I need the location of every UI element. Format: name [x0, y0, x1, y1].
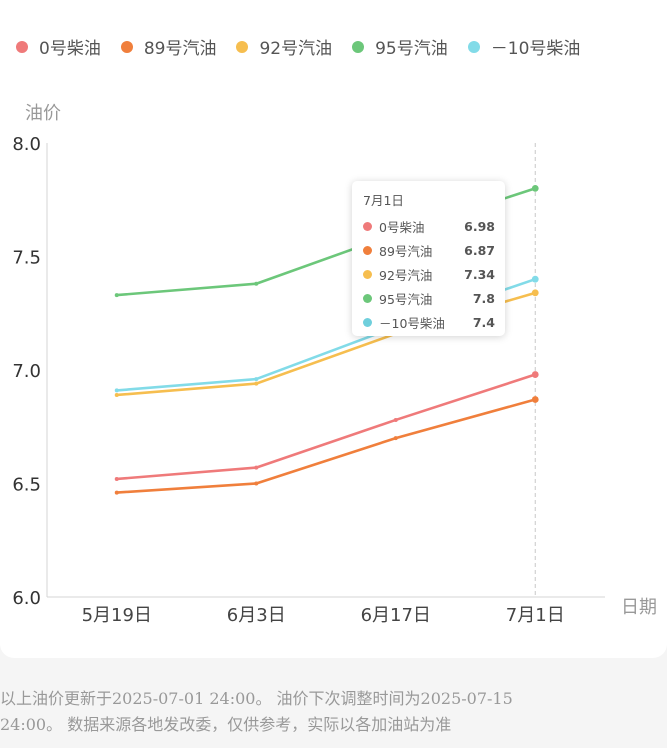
footnote: 以上油价更新于2025-07-01 24:00。 油价下次调整时间为2025-0… [0, 689, 513, 734]
tooltip-series-name: 95号汽油 [379, 291, 433, 307]
data-point [254, 281, 259, 286]
y-tick-label: 6.0 [12, 588, 41, 609]
tooltip-series-name: 0号柴油 [379, 219, 425, 235]
tooltip-dot-icon [363, 293, 372, 303]
legend-item[interactable]: 95号汽油 [352, 34, 448, 59]
data-point [114, 388, 119, 393]
tooltip-series-name: －10号柴油 [379, 315, 445, 331]
tooltip: 7月1日 0号柴油 6.98 89号汽油 6.87 92号汽油 7.34 95号汽油 7.8 －… [352, 181, 505, 336]
x-tick-label: 6月3日 [227, 605, 286, 626]
legend-dot-icon [352, 40, 365, 53]
tooltip-value: 7.34 [464, 266, 495, 282]
data-point [114, 392, 119, 397]
legend-item[interactable]: 92号汽油 [236, 34, 332, 59]
legend-dot-icon [120, 40, 133, 53]
series-line [115, 398, 537, 494]
y-tick-label: 7.5 [12, 248, 41, 269]
tooltip-value: 7.4 [472, 314, 495, 330]
series-line [115, 373, 537, 481]
legend-dot-icon [467, 40, 480, 53]
legend-item[interactable]: 89号汽油 [120, 34, 217, 59]
y-tick-label: 7.0 [12, 361, 41, 382]
tooltip-row: 92号汽油 7.34 [363, 262, 495, 286]
data-point [531, 396, 539, 403]
tooltip-row: 95号汽油 7.8 [363, 286, 495, 310]
legend-label: 0号柴油 [39, 39, 101, 59]
data-point [531, 371, 539, 378]
data-point [254, 481, 259, 486]
data-point [254, 377, 259, 382]
data-point [531, 289, 539, 297]
chart-card: 0号柴油 89号汽油 92号汽油 95号汽油 －10号柴油 6.0 6.5 7.0 7.5 8.… [12, 34, 657, 626]
tooltip-value: 6.98 [464, 218, 495, 234]
x-axis-label: 日期 [621, 597, 657, 618]
tooltip-title: 7月1日 [363, 193, 404, 208]
y-tick-label: 6.5 [12, 475, 41, 496]
tooltip-value: 7.8 [472, 290, 495, 306]
data-point [114, 490, 119, 495]
tooltip-row: －10号柴油 7.4 [363, 310, 495, 334]
data-point [254, 465, 259, 470]
tooltip-row: 89号汽油 6.87 [363, 238, 495, 262]
legend-label: 89号汽油 [143, 39, 217, 59]
tooltip-row: 0号柴油 6.98 [363, 214, 495, 238]
y-axis-label: 油价 [25, 103, 61, 124]
data-point [254, 381, 259, 386]
tooltip-dot-icon [363, 221, 372, 231]
tooltip-value: 6.87 [464, 242, 495, 258]
legend-dot-icon [16, 40, 28, 53]
legend-dot-icon [236, 40, 249, 53]
tooltip-series-name: 92号汽油 [379, 267, 433, 283]
data-point [114, 293, 119, 298]
legend-label: 95号汽油 [375, 39, 448, 59]
legend: 0号柴油 89号汽油 92号汽油 95号汽油 －10号柴油 [16, 34, 600, 59]
legend-label: 92号汽油 [259, 39, 333, 59]
data-point [393, 436, 398, 441]
legend-item[interactable]: 0号柴油 [16, 34, 101, 59]
tooltip-dot-icon [363, 269, 372, 279]
x-tick-label: 6月17日 [361, 605, 431, 626]
y-tick-label: 8.0 [12, 134, 41, 155]
tooltip-dot-icon [363, 245, 372, 255]
x-tick-label: 7月1日 [506, 605, 565, 626]
tooltip-series-name: 89号汽油 [379, 243, 433, 259]
data-point [531, 185, 539, 192]
x-tick-label: 5月19日 [82, 605, 152, 626]
tooltip-dot-icon [363, 317, 372, 327]
legend-label: －10号柴油 [490, 39, 581, 59]
data-point [114, 476, 119, 481]
data-point [531, 275, 539, 283]
legend-item[interactable]: －10号柴油 [467, 34, 581, 59]
data-point [393, 417, 398, 422]
